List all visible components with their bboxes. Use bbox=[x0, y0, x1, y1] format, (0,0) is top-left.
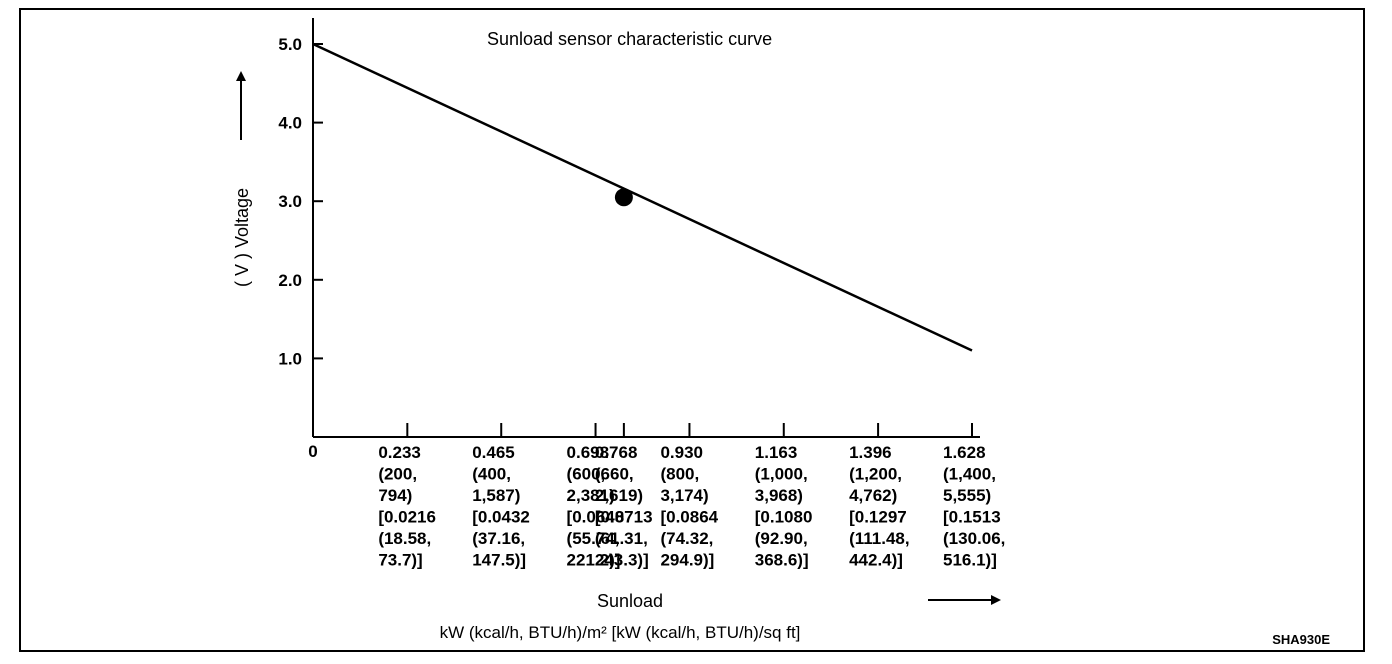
x-tick-label: 1.396 (1,200, 4,762) [0.1297 (111.48, 442.4)] bbox=[849, 443, 910, 570]
x-tick-label-line: 1.163 bbox=[755, 443, 798, 462]
y-axis-label-group: ( V ) Voltage bbox=[232, 71, 252, 287]
x-tick-label-line: (18.58, bbox=[378, 529, 431, 548]
data-point-marker bbox=[614, 188, 633, 207]
x-tick-label-line: 0.233 bbox=[378, 443, 421, 462]
x-tick-label-line: 0.930 bbox=[660, 443, 703, 462]
x-origin-label: 0 bbox=[308, 442, 317, 461]
x-tick-label-line: (600, bbox=[567, 465, 606, 484]
x-tick-label-line: (92.90, bbox=[755, 529, 808, 548]
x-axis-label: Sunload bbox=[597, 591, 663, 611]
x-tick-label: 1.163 (1,000, 3,968) [0.1080 (92.90, 368.6)] bbox=[755, 443, 813, 570]
series-group bbox=[312, 42, 973, 352]
x-axis-units: kW (kcal/h, BTU/h)/m² [kW (kcal/h, BTU/h… bbox=[440, 623, 801, 642]
x-tick-label-line: (1,000, bbox=[755, 465, 808, 484]
x-tick-label-line: 0.698 bbox=[567, 443, 610, 462]
x-tick-label-line: (1,400, bbox=[943, 465, 996, 484]
x-tick-label-line: 3,968) bbox=[755, 486, 803, 505]
x-tick-label-line: 516.1)] bbox=[943, 551, 997, 570]
x-tick-label-line: 2,381) bbox=[567, 486, 615, 505]
x-tick-label-line: (130.06, bbox=[943, 529, 1005, 548]
x-tick-label-line: 1.628 bbox=[943, 443, 986, 462]
y-tick-label: 1.0 bbox=[278, 349, 302, 368]
x-tick-label-line: 2,619) bbox=[595, 486, 643, 505]
x-tick-label-line: 73.7)] bbox=[378, 551, 422, 570]
x-tick-label-line: 1,587) bbox=[472, 486, 520, 505]
x-tick-label: 0.233 (200, 794) [0.0216 (18.58, 73.7)] bbox=[378, 443, 436, 570]
x-tick-label-line: [0.0713 bbox=[595, 508, 653, 527]
chart-frame bbox=[19, 8, 1365, 652]
x-tick-label-line: 0.768 bbox=[595, 443, 638, 462]
x-tick-label-line: 1.396 bbox=[849, 443, 892, 462]
y-tick-label: 2.0 bbox=[278, 271, 302, 290]
x-tick-label-line: [0.0648 bbox=[567, 508, 625, 527]
x-tick-label-line: (200, bbox=[378, 465, 417, 484]
x-tick-label-line: 4,762) bbox=[849, 486, 897, 505]
x-ticks: 0.233 (200, 794) [0.0216 (18.58, 73.7)] 0.465 (… bbox=[378, 423, 1005, 570]
x-tick-label-line: 3,174) bbox=[660, 486, 708, 505]
x-tick-label-line: (37.16, bbox=[472, 529, 525, 548]
x-tick-label-line: 5,555) bbox=[943, 486, 991, 505]
x-tick-label-line: (55.74, bbox=[567, 529, 620, 548]
x-tick-label-line: [0.0432 bbox=[472, 508, 530, 527]
figure-code: SHA930E bbox=[1272, 632, 1330, 647]
x-tick-label-line: [0.1513 bbox=[943, 508, 1001, 527]
x-tick-label-line: 794) bbox=[378, 486, 412, 505]
x-tick-label-line: [0.1080 bbox=[755, 508, 813, 527]
x-tick-label-line: 0.465 bbox=[472, 443, 515, 462]
x-tick-label-line: 147.5)] bbox=[472, 551, 526, 570]
x-tick-label-line: [0.0216 bbox=[378, 508, 436, 527]
chart-title: Sunload sensor characteristic curve bbox=[487, 29, 772, 49]
x-tick-label-line: 368.6)] bbox=[755, 551, 809, 570]
x-tick-label: 0.768 (660, 2,619) [0.0713 (61.31, 243.3)] bbox=[595, 443, 653, 570]
x-tick-label-line: (1,200, bbox=[849, 465, 902, 484]
y-tick-label: 4.0 bbox=[278, 114, 302, 133]
x-tick-label-line: (111.48, bbox=[849, 529, 910, 548]
x-tick-label: 0.465 (400, 1,587) [0.0432 (37.16, 147.5)] bbox=[472, 443, 530, 570]
x-tick-label: 0.698 (600, 2,381) [0.0648 (55.74, 221.2)] bbox=[567, 443, 625, 570]
x-tick-label-line: (74.32, bbox=[660, 529, 713, 548]
x-tick-label-line: 294.9)] bbox=[660, 551, 714, 570]
x-tick-label: 0.930 (800, 3,174) [0.0864 (74.32, 294.9)] bbox=[660, 443, 718, 570]
x-tick-label-line: 442.4)] bbox=[849, 551, 903, 570]
x-tick-label-line: [0.1297 bbox=[849, 508, 907, 527]
y-tick-label: 5.0 bbox=[278, 35, 302, 54]
y-ticks: 1.0 2.0 3.0 4.0 5.0 bbox=[278, 35, 323, 368]
x-tick-label-line: (400, bbox=[472, 465, 511, 484]
x-tick-label-line: 243.3)] bbox=[595, 551, 649, 570]
x-tick-label: 1.628 (1,400, 5,555) [0.1513 (130.06, 516.1)] bbox=[943, 443, 1005, 570]
x-tick-label-line: (61.31, bbox=[595, 529, 648, 548]
y-tick-label: 3.0 bbox=[278, 192, 302, 211]
series-line bbox=[312, 42, 973, 352]
x-tick-label-line: (660, bbox=[595, 465, 634, 484]
y-axis-label: ( V ) Voltage bbox=[232, 188, 252, 287]
x-tick-label-line: 221.2)] bbox=[567, 551, 621, 570]
x-tick-label-line: (800, bbox=[660, 465, 699, 484]
x-tick-label-line: [0.0864 bbox=[660, 508, 718, 527]
